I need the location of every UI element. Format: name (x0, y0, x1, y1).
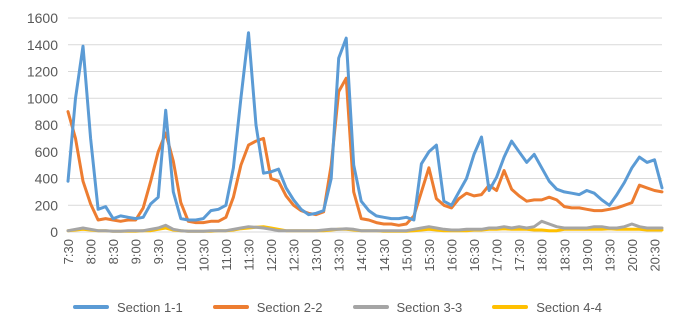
x-tick-label: 20:00 (625, 239, 640, 272)
x-tick-label: 12:30 (287, 239, 302, 272)
x-tick-label: 11:00 (219, 239, 234, 271)
x-tick-label: 14:00 (354, 239, 369, 272)
series-line-section-3-3 (66, 219, 664, 233)
x-tick-label: 11:30 (241, 239, 256, 271)
x-tick-label: 14:30 (377, 239, 392, 272)
chart-legend: Section 1-1 Section 2-2 Section 3-3 Sect… (0, 294, 675, 320)
x-tick-label: 19:00 (580, 239, 595, 272)
legend-label-section-4-4: Section 4-4 (536, 299, 603, 315)
x-tick-label: 9:00 (129, 239, 144, 264)
x-tick-label: 12:00 (264, 239, 279, 272)
series-lines (66, 31, 664, 233)
x-tick-label: 17:00 (490, 239, 505, 272)
x-tick-label: 10:00 (174, 239, 189, 272)
y-tick-label: 1400 (27, 37, 58, 53)
legend-label-section-1-1: Section 1-1 (116, 299, 183, 315)
series-line-section-1-1 (66, 31, 664, 222)
x-tick-label: 18:30 (557, 239, 572, 272)
legend-item-section-3-3: Section 3-3 (352, 299, 463, 315)
y-tick-label: 1600 (27, 10, 58, 26)
legend-swatch-section-3-3 (352, 305, 389, 309)
x-tick-label: 8:30 (106, 239, 121, 264)
x-tick-label: 10:30 (196, 239, 211, 272)
x-tick-label: 13:00 (309, 239, 324, 272)
x-tick-label: 16:30 (467, 239, 482, 272)
x-tick-label: 9:30 (151, 239, 166, 264)
x-axis: 7:30 8:00 8:30 9:00 9:30 10:00 10:30 11:00 11:30… (61, 239, 662, 272)
y-tick-label: 800 (35, 117, 59, 133)
x-tick-label: 8:00 (84, 239, 99, 264)
legend-swatch-section-4-4 (492, 305, 529, 309)
legend-swatch-section-2-2 (212, 305, 249, 309)
x-tick-label: 19:30 (602, 239, 617, 272)
x-tick-label: 18:00 (535, 239, 550, 272)
legend-item-section-1-1: Section 1-1 (72, 299, 183, 315)
x-tick-label: 15:30 (422, 239, 437, 272)
x-tick-label: 17:30 (512, 239, 527, 272)
y-tick-label: 400 (35, 171, 59, 187)
x-tick-label: 20:30 (647, 239, 662, 272)
legend-label-section-2-2: Section 2-2 (256, 299, 323, 315)
y-tick-label: 0 (50, 224, 58, 240)
x-tick-label: 15:00 (399, 239, 414, 272)
legend-item-section-4-4: Section 4-4 (492, 300, 602, 315)
legend-label-section-3-3: Section 3-3 (396, 299, 463, 315)
x-tick-label: 13:30 (332, 239, 347, 272)
y-tick-label: 1200 (27, 64, 58, 80)
y-tick-label: 600 (35, 144, 59, 160)
x-tick-label: 7:30 (61, 239, 76, 264)
legend-item-section-2-2: Section 2-2 (212, 299, 323, 315)
legend-swatch-section-1-1 (72, 305, 109, 309)
y-tick-label: 200 (35, 197, 59, 213)
y-axis: 0 200 400 600 800 1000 1200 1400 1600 (27, 10, 58, 240)
x-tick-label: 16:00 (444, 239, 459, 272)
y-tick-label: 1000 (27, 90, 58, 106)
